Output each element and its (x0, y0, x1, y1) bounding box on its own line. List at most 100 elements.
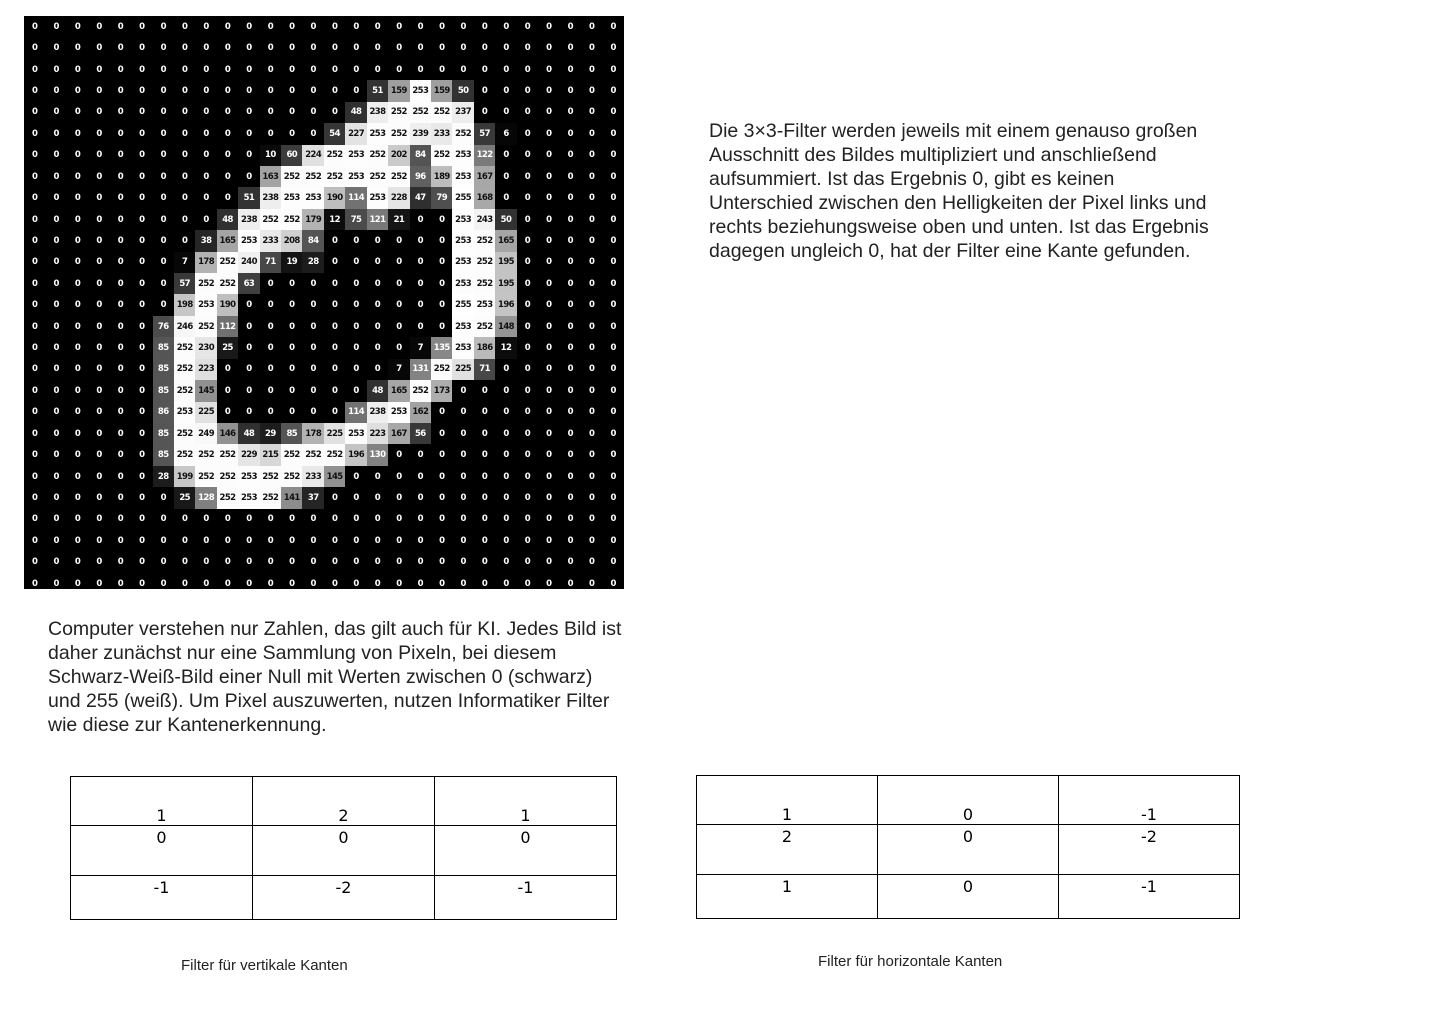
pixel-cell: 255 (452, 187, 474, 209)
pixel-cell: 0 (323, 294, 346, 316)
pixel-cell: 252 (473, 251, 496, 274)
pixel-cell: 0 (538, 294, 560, 316)
pixel-cell: 252 (302, 165, 324, 188)
pixel-cell: 253 (409, 80, 432, 102)
pixel-cell: 253 (452, 208, 474, 231)
pixel-cell: 0 (45, 16, 67, 38)
pixel-cell: 0 (559, 358, 581, 381)
pixel-cell: 0 (473, 16, 496, 38)
pixel-cell: 0 (131, 16, 153, 38)
pixel-cell: 167 (473, 165, 496, 188)
pixel-cell: 0 (388, 315, 410, 338)
pixel-cell: 0 (24, 37, 46, 59)
pixel-cell: 0 (323, 572, 346, 589)
pixel-cell: 0 (66, 380, 89, 402)
pixel-cell: 0 (431, 58, 453, 81)
pixel-cell: 252 (195, 273, 217, 295)
pixel-cell: 0 (281, 80, 303, 102)
filter-row: 1 0 -1 (696, 775, 1240, 825)
pixel-cell: 7 (409, 337, 432, 359)
filter-row: -1 -2 -1 (70, 875, 617, 920)
pixel-cell: 0 (538, 315, 560, 338)
filter-horizontal-caption: Filter für horizontale Kanten (818, 953, 1003, 970)
pixel-cell: 0 (431, 16, 453, 38)
pixel-cell: 0 (238, 144, 260, 166)
pixel-cell: 0 (559, 508, 581, 531)
pixel-cell: 252 (216, 444, 239, 466)
pixel-cell: 0 (580, 315, 603, 338)
pixel-cell: 0 (66, 551, 89, 573)
pixel-cell: 38 (195, 230, 217, 252)
pixel-cell: 252 (409, 101, 432, 124)
pixel-cell: 252 (173, 337, 196, 359)
pixel-cell: 0 (173, 16, 196, 38)
pixel-cell: 0 (131, 251, 153, 274)
pixel-cell: 0 (109, 101, 132, 124)
pixel-cell: 0 (345, 58, 367, 81)
pixel-cell: 0 (66, 37, 89, 59)
pixel-cell: 0 (281, 294, 303, 316)
pixel-cell: 253 (345, 144, 367, 166)
pixel-cell: 0 (323, 530, 346, 552)
pixel-cell: 167 (388, 423, 410, 445)
pixel-cell: 0 (431, 572, 453, 589)
pixel-cell: 233 (302, 465, 324, 488)
pixel-cell: 0 (388, 294, 410, 316)
pixel-cell: 0 (238, 380, 260, 402)
pixel-cell: 0 (152, 508, 174, 531)
pixel-cell: 0 (538, 551, 560, 573)
pixel-cell: 0 (238, 101, 260, 124)
pixel-cell: 0 (538, 572, 560, 589)
pixel-cell: 0 (302, 315, 324, 338)
pixel-cell: 0 (516, 230, 539, 252)
pixel-cell: 165 (495, 230, 517, 252)
pixel-cell: 0 (559, 80, 581, 102)
pixel-cell: 0 (88, 165, 110, 188)
pixel-cell: 0 (602, 530, 624, 552)
pixel-cell: 0 (88, 273, 110, 295)
pixel-cell: 0 (602, 401, 624, 424)
pixel-cell: 0 (216, 80, 239, 102)
pixel-cell: 190 (323, 187, 346, 209)
pixel-cell: 0 (580, 508, 603, 531)
pixel-cell: 121 (366, 208, 389, 231)
pixel-cell: 0 (281, 58, 303, 81)
pixel-cell: 0 (88, 37, 110, 59)
pixel-cell: 0 (195, 551, 217, 573)
pixel-cell: 0 (195, 144, 217, 166)
pixel-cell: 0 (109, 358, 132, 381)
pixel-cell: 0 (152, 37, 174, 59)
pixel-cell: 0 (602, 208, 624, 231)
pixel-cell: 0 (559, 530, 581, 552)
pixel-cell: 0 (259, 551, 282, 573)
pixel-cell: 0 (323, 551, 346, 573)
pixel-cell: 0 (473, 380, 496, 402)
filter-cell: 1 (70, 776, 253, 826)
pixel-cell: 0 (45, 423, 67, 445)
filter-cell: 0 (252, 825, 435, 876)
pixel-cell: 130 (366, 444, 389, 466)
pixel-cell: 0 (559, 294, 581, 316)
pixel-cell: 0 (66, 101, 89, 124)
pixel-cell: 63 (238, 273, 260, 295)
pixel-cell: 0 (516, 208, 539, 231)
pixel-cell: 0 (238, 294, 260, 316)
pixel-cell: 96 (409, 165, 432, 188)
pixel-cell: 239 (409, 123, 432, 145)
pixel-cell: 238 (259, 187, 282, 209)
pixel-cell: 0 (131, 380, 153, 402)
pixel-cell: 0 (152, 58, 174, 81)
pixel-cell: 0 (559, 487, 581, 509)
pixel-cell: 0 (259, 123, 282, 145)
pixel-cell: 28 (302, 251, 324, 274)
pixel-cell: 0 (66, 230, 89, 252)
pixel-cell: 57 (173, 273, 196, 295)
pixel-cell: 0 (302, 401, 324, 424)
pixel-cell: 225 (452, 358, 474, 381)
pixel-cell: 252 (323, 144, 346, 166)
pixel-cell: 0 (195, 530, 217, 552)
pixel-cell: 0 (323, 251, 346, 274)
pixel-cell: 0 (538, 16, 560, 38)
pixel-cell: 0 (388, 487, 410, 509)
